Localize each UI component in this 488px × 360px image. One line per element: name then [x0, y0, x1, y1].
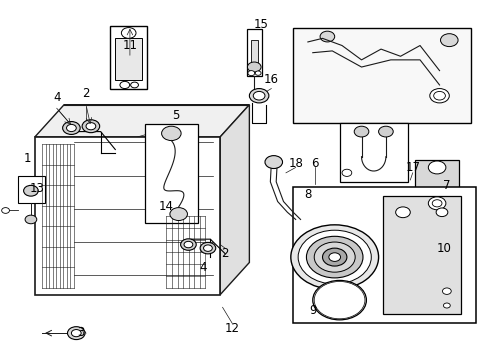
Text: 14: 14 — [159, 201, 174, 213]
Circle shape — [247, 62, 261, 72]
Bar — [18, 176, 44, 203]
Circle shape — [429, 89, 448, 103]
Polygon shape — [35, 105, 249, 137]
Text: 4: 4 — [199, 261, 206, 274]
Polygon shape — [35, 137, 220, 295]
Circle shape — [440, 34, 457, 46]
Circle shape — [314, 282, 364, 319]
Circle shape — [341, 169, 351, 176]
Bar — [414, 160, 458, 216]
Text: 16: 16 — [264, 73, 278, 86]
Circle shape — [427, 197, 445, 210]
Circle shape — [130, 82, 138, 88]
Circle shape — [427, 161, 445, 174]
Text: 2: 2 — [82, 87, 90, 100]
Bar — [250, 40, 257, 72]
Circle shape — [312, 280, 366, 320]
Text: 18: 18 — [287, 157, 303, 170]
Text: 12: 12 — [224, 322, 239, 335]
Circle shape — [334, 297, 344, 304]
Circle shape — [62, 122, 80, 134]
Text: 2: 2 — [221, 247, 228, 260]
Circle shape — [378, 126, 392, 137]
Circle shape — [183, 241, 192, 248]
Bar — [115, 39, 142, 80]
Text: 15: 15 — [254, 18, 268, 31]
Circle shape — [433, 91, 445, 100]
Polygon shape — [220, 105, 249, 295]
Circle shape — [328, 253, 340, 261]
Circle shape — [435, 208, 447, 217]
Circle shape — [353, 126, 368, 137]
Text: 11: 11 — [122, 39, 137, 52]
Circle shape — [264, 156, 282, 168]
Bar — [293, 187, 475, 323]
Circle shape — [431, 200, 441, 207]
Circle shape — [121, 28, 136, 39]
Circle shape — [120, 81, 129, 89]
Circle shape — [247, 71, 254, 76]
Circle shape — [67, 327, 85, 339]
Bar — [144, 125, 198, 223]
Text: 3: 3 — [77, 326, 84, 339]
Circle shape — [314, 242, 354, 272]
Text: 8: 8 — [304, 188, 311, 201]
Circle shape — [1, 208, 9, 213]
Circle shape — [290, 225, 378, 289]
Text: 9: 9 — [308, 305, 316, 318]
Circle shape — [306, 236, 362, 278]
Circle shape — [71, 329, 81, 337]
Text: 1: 1 — [24, 152, 31, 165]
Circle shape — [82, 120, 100, 133]
Bar — [110, 26, 147, 89]
Circle shape — [169, 208, 187, 221]
Text: 6: 6 — [311, 157, 318, 170]
Circle shape — [298, 230, 370, 284]
Text: 4: 4 — [53, 91, 61, 104]
Circle shape — [395, 207, 409, 218]
Circle shape — [161, 126, 181, 140]
Text: 13: 13 — [30, 183, 44, 195]
Circle shape — [180, 239, 196, 250]
Circle shape — [321, 287, 357, 314]
Circle shape — [320, 31, 334, 42]
Circle shape — [442, 288, 450, 294]
Circle shape — [443, 303, 449, 308]
Circle shape — [23, 185, 38, 196]
Circle shape — [203, 245, 212, 251]
Text: 17: 17 — [405, 161, 419, 174]
Circle shape — [200, 242, 215, 254]
Circle shape — [328, 292, 349, 308]
Bar — [246, 30, 261, 76]
Bar — [383, 196, 461, 315]
Circle shape — [322, 248, 346, 266]
Text: 7: 7 — [442, 179, 449, 192]
Text: 5: 5 — [172, 109, 180, 122]
Bar — [293, 28, 470, 123]
Circle shape — [25, 215, 37, 224]
Bar — [339, 123, 407, 182]
Text: 10: 10 — [436, 242, 451, 255]
Circle shape — [86, 123, 96, 130]
Circle shape — [249, 89, 268, 103]
Circle shape — [255, 71, 261, 75]
Circle shape — [66, 125, 76, 132]
Circle shape — [253, 91, 264, 100]
